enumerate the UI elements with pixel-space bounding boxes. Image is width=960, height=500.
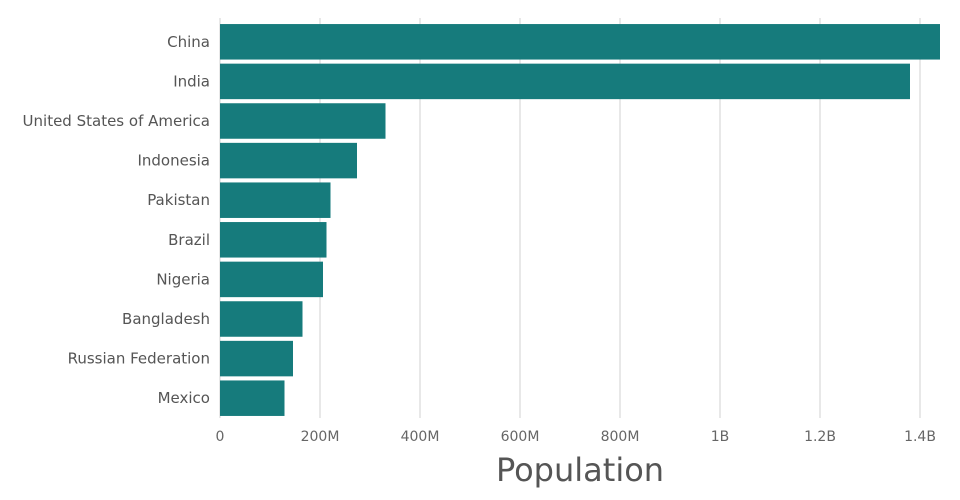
x-tick-label: 200M — [301, 429, 340, 445]
x-axis-title: Population — [496, 451, 664, 489]
bar[interactable] — [220, 340, 293, 377]
x-tick-label: 400M — [401, 429, 440, 445]
x-tick-label: 800M — [601, 429, 640, 445]
category-label: India — [173, 72, 210, 90]
bar[interactable] — [220, 63, 910, 100]
bar[interactable] — [220, 103, 386, 139]
category-label: Russian Federation — [68, 350, 210, 368]
x-tick-label: 1.4B — [904, 429, 936, 445]
bar[interactable] — [220, 261, 323, 298]
category-label: Pakistan — [147, 191, 210, 209]
category-label: Indonesia — [137, 152, 210, 170]
bar[interactable] — [220, 380, 285, 416]
category-labels: China India United States of America Indone… — [23, 33, 210, 407]
bars — [220, 24, 940, 416]
category-label: Mexico — [158, 389, 210, 407]
bar[interactable] — [220, 142, 357, 179]
category-label: Bangladesh — [122, 310, 210, 328]
x-tick-label: 1B — [711, 429, 730, 445]
x-tick-label: 1.2B — [804, 429, 836, 445]
x-tick-label: 600M — [501, 429, 540, 445]
bar[interactable] — [220, 182, 331, 218]
bar[interactable] — [220, 301, 303, 337]
bar[interactable] — [220, 24, 940, 60]
category-label: Nigeria — [156, 270, 210, 288]
category-label: China — [167, 33, 210, 51]
x-tick-label: 0 — [216, 429, 225, 445]
category-label: United States of America — [23, 112, 210, 130]
category-label: Brazil — [168, 231, 210, 249]
bar[interactable] — [220, 222, 327, 258]
x-tick-labels: 0 200M 400M 600M 800M 1B 1.2B 1.4B — [216, 429, 936, 445]
